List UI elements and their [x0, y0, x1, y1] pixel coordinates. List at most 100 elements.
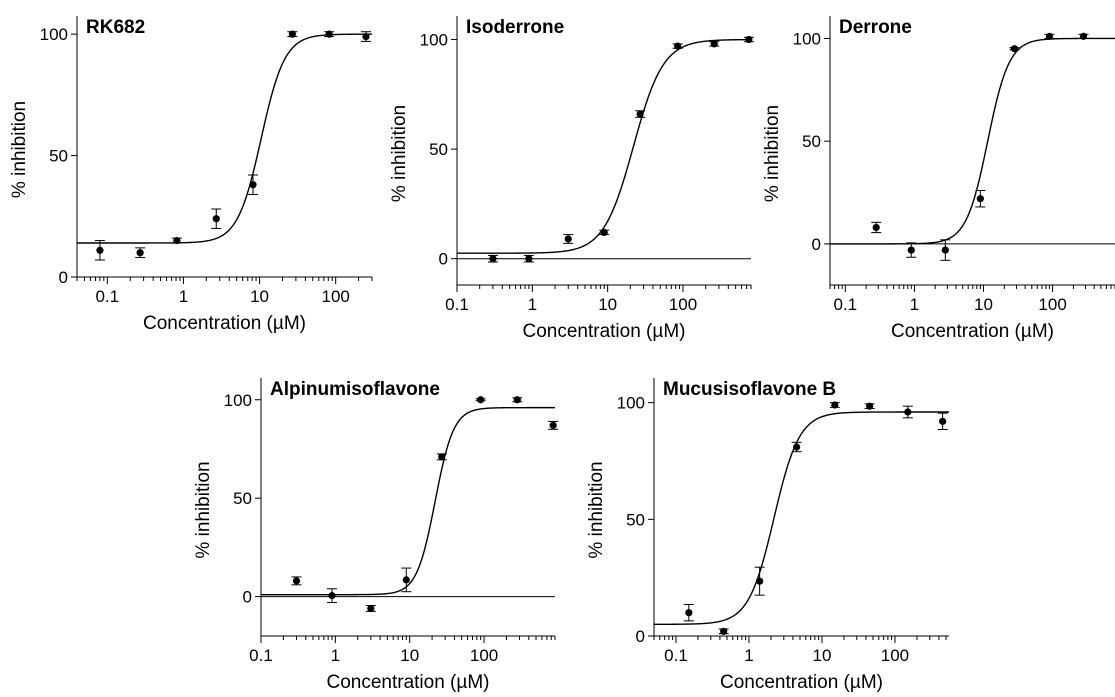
data-point [288, 30, 296, 38]
data-point [513, 396, 521, 404]
x-tick-label: 100 [470, 646, 498, 665]
data-point [173, 236, 181, 245]
y-axis-title: % inhibition [762, 105, 783, 202]
x-tick-label: 100 [1038, 295, 1066, 314]
y-tick-label: 100 [420, 31, 448, 50]
data-point [872, 223, 880, 232]
data-point [549, 421, 557, 429]
data-point [328, 592, 336, 600]
data-point [1010, 45, 1019, 53]
x-tick-label: 10 [974, 295, 993, 314]
panel-title: RK682 [86, 17, 145, 38]
y-tick-label: 50 [49, 147, 68, 166]
data-point [292, 577, 301, 585]
x-tick-label: 100 [669, 295, 697, 314]
data-point [939, 417, 947, 425]
fit-curve [654, 411, 949, 626]
y-tick-label: 100 [793, 29, 821, 48]
x-tick-label: 0.1 [95, 287, 119, 306]
y-axis-title: % inhibition [389, 105, 410, 202]
x-tick-label: 10 [598, 295, 617, 314]
x-tick-label: 1 [910, 295, 919, 314]
fit-curve [457, 38, 752, 254]
x-tick-label: 0.1 [664, 646, 688, 665]
x-tick-label: 0.1 [249, 646, 273, 665]
y-tick-label: 100 [40, 25, 68, 44]
data-point [367, 604, 375, 613]
data-point [402, 576, 410, 584]
x-tick-label: 10 [250, 287, 269, 306]
y-tick-label: 50 [802, 132, 821, 151]
y-axis-title: % inhibition [193, 461, 214, 558]
data-point [477, 396, 485, 404]
x-tick-label: 1 [528, 295, 537, 314]
data-point [212, 215, 220, 223]
x-tick-label: 0.1 [834, 295, 858, 314]
data-point [674, 42, 682, 50]
x-axis-title: Concentration (µM) [522, 321, 685, 342]
data-point [636, 110, 644, 118]
data-point [907, 246, 915, 254]
data-point [136, 249, 144, 257]
data-point [720, 627, 728, 635]
dose-response-panel: 0 50 100 0.1 1 10 100 Isoderrone Concentration (… [389, 16, 754, 342]
x-tick-label: 1 [179, 287, 188, 306]
x-axis-title: Concentration (µM) [720, 672, 883, 693]
x-tick-label: 10 [400, 646, 419, 665]
panel-title: Derrone [839, 17, 912, 38]
data-point [756, 577, 764, 585]
y-axis-title: % inhibition [9, 101, 30, 198]
y-tick-label: 50 [626, 510, 645, 529]
y-tick-label: 0 [812, 235, 821, 254]
x-tick-label: 100 [881, 646, 909, 665]
data-point [976, 195, 984, 203]
y-tick-label: 0 [439, 250, 448, 269]
y-tick-label: 100 [224, 391, 252, 410]
panel-title: Mucusisoflavone B [663, 379, 836, 400]
x-tick-label: 100 [321, 287, 349, 306]
y-tick-label: 0 [59, 268, 68, 287]
data-point [866, 402, 874, 410]
dose-response-panel: 0 50 100 0.1 1 10 100 Alpinumisoflavone Concentr… [193, 378, 559, 693]
data-point [249, 181, 257, 189]
data-point [1079, 32, 1088, 40]
dose-response-panel: 0 50 100 0.1 1 10 100 RK682 Concentration (µM) % … [9, 16, 373, 334]
data-point [362, 32, 370, 41]
data-point [325, 30, 333, 38]
data-point [831, 401, 839, 409]
dose-response-panel: 0 50 100 0.1 1 10 100 Derrone Concentration (µM)… [762, 16, 1115, 342]
data-point [904, 408, 912, 416]
x-axis-title: Concentration (µM) [891, 321, 1054, 342]
y-tick-label: 50 [429, 140, 448, 159]
y-tick-label: 0 [243, 588, 252, 607]
y-tick-label: 50 [233, 489, 252, 508]
data-point [564, 235, 572, 243]
data-point [745, 35, 753, 44]
data-point [525, 255, 533, 263]
data-point [96, 246, 104, 254]
x-axis-title: Concentration (µM) [143, 313, 306, 334]
data-point [941, 246, 949, 254]
y-tick-label: 0 [636, 627, 645, 646]
data-point [685, 609, 693, 617]
x-tick-label: 10 [813, 646, 832, 665]
data-point [1045, 32, 1054, 40]
x-tick-label: 0.1 [445, 295, 469, 314]
data-point [793, 443, 801, 451]
y-axis-title: % inhibition [586, 461, 607, 558]
data-point [600, 228, 608, 236]
y-tick-label: 100 [617, 394, 645, 413]
dose-response-panel: 0 50 100 0.1 1 10 100 Mucusisoflavone B Concentr… [586, 378, 949, 693]
x-axis-title: Concentration (µM) [326, 672, 489, 693]
fit-curve [261, 406, 555, 596]
fit-curve [830, 37, 1115, 245]
data-point [489, 255, 497, 263]
panel-title: Alpinumisoflavone [270, 379, 440, 400]
data-point [438, 453, 446, 461]
x-tick-label: 1 [331, 646, 340, 665]
panel-title: Isoderrone [466, 17, 564, 38]
x-tick-label: 1 [744, 646, 753, 665]
data-point [710, 40, 718, 48]
fit-curve [77, 33, 372, 244]
